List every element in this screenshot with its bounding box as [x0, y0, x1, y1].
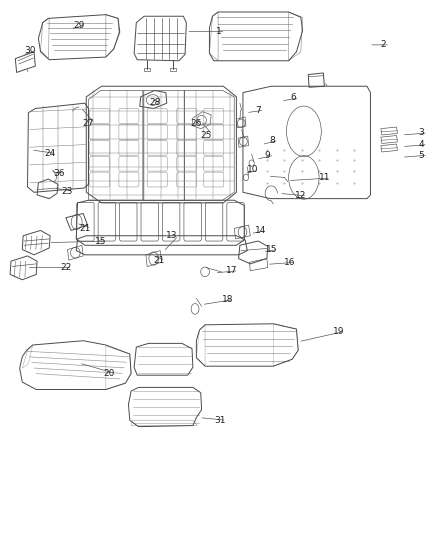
Text: 22: 22	[60, 263, 71, 272]
Text: 1: 1	[216, 27, 222, 36]
Text: 2: 2	[381, 41, 386, 50]
Text: 7: 7	[255, 106, 261, 115]
Text: 20: 20	[104, 369, 115, 378]
Text: 5: 5	[418, 151, 424, 160]
Text: 28: 28	[149, 98, 160, 107]
Text: 4: 4	[419, 140, 424, 149]
Text: 29: 29	[73, 21, 85, 30]
Text: 26: 26	[191, 119, 202, 128]
Text: 19: 19	[333, 327, 344, 336]
Text: 36: 36	[53, 168, 64, 177]
Text: 30: 30	[24, 46, 35, 55]
Text: 25: 25	[200, 131, 212, 140]
Text: 27: 27	[83, 119, 94, 128]
Text: 15: 15	[95, 237, 106, 246]
Text: 10: 10	[247, 166, 259, 174]
Text: 13: 13	[166, 231, 178, 240]
Text: 15: 15	[266, 245, 278, 254]
Text: 14: 14	[254, 226, 266, 235]
Text: 3: 3	[418, 128, 424, 138]
Text: 23: 23	[61, 187, 72, 196]
Text: 9: 9	[265, 151, 271, 160]
Text: 24: 24	[45, 149, 56, 158]
Text: 6: 6	[290, 93, 296, 102]
Text: 17: 17	[226, 266, 238, 275]
Text: 21: 21	[79, 224, 91, 233]
Text: 31: 31	[214, 416, 226, 425]
Text: 11: 11	[318, 173, 330, 182]
Text: 8: 8	[269, 136, 275, 145]
Text: 16: 16	[284, 258, 295, 266]
Text: 21: 21	[153, 256, 165, 265]
Text: 18: 18	[222, 295, 233, 304]
Text: 12: 12	[295, 191, 307, 200]
